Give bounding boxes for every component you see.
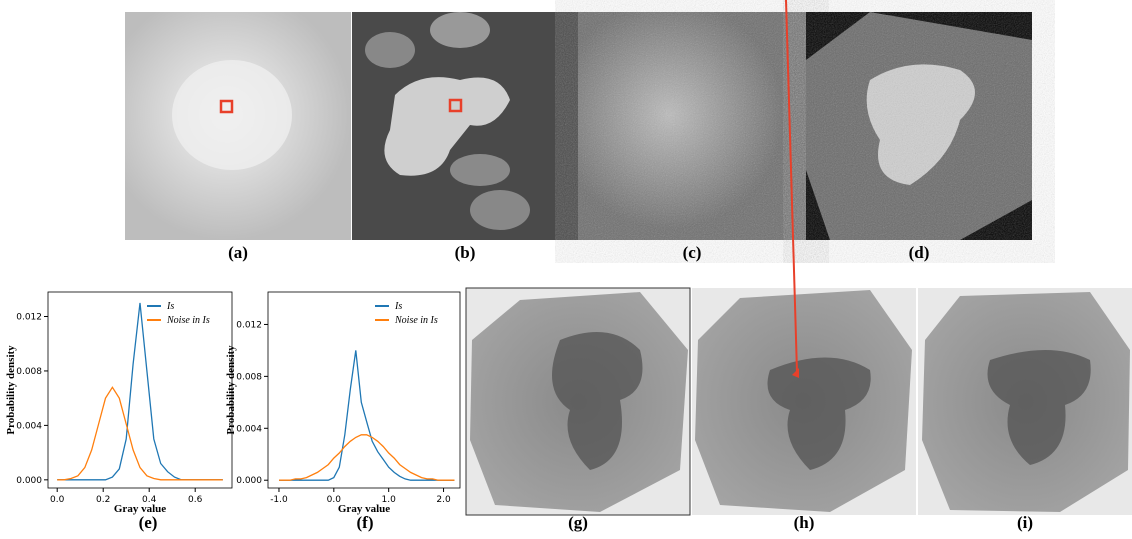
y-tick-label: 0.012 — [16, 313, 42, 323]
legend-label: Is — [394, 301, 402, 312]
series-line — [57, 303, 223, 480]
image-i — [918, 288, 1132, 515]
x-axis-label: Gray value — [338, 503, 390, 515]
legend-label: Noise in Is — [166, 315, 210, 326]
y-tick-label: 0.008 — [16, 367, 42, 377]
image-a — [125, 12, 351, 240]
series-line — [279, 435, 455, 480]
caption: (d) — [909, 243, 930, 262]
caption: (f) — [357, 513, 374, 532]
caption: (g) — [568, 513, 588, 532]
y-tick-label: 0.004 — [16, 421, 42, 431]
legend-label: Noise in Is — [394, 315, 438, 326]
series-line — [57, 387, 223, 480]
y-axis-label: Probability density — [225, 345, 237, 435]
image-c — [578, 12, 806, 240]
x-tick-label: 0.0 — [50, 495, 65, 505]
y-tick-label: 0.000 — [236, 476, 262, 486]
x-axis-label: Gray value — [114, 503, 166, 515]
caption: (a) — [228, 243, 248, 262]
caption: (e) — [139, 513, 158, 532]
caption: (h) — [794, 513, 815, 532]
legend-label: Is — [166, 301, 174, 312]
image-d — [806, 12, 1032, 240]
y-axis-label: Probability density — [5, 345, 17, 435]
x-tick-label: 0.2 — [96, 495, 110, 505]
image-b — [352, 12, 578, 240]
y-tick-label: 0.012 — [236, 320, 262, 330]
caption: (c) — [683, 243, 702, 262]
series-line — [279, 350, 455, 480]
caption: (b) — [455, 243, 476, 262]
figure: (a)(b)(c)(d)(e)(f)(g)(h)(i) 0.00.20.40.6… — [0, 0, 1132, 539]
caption: (i) — [1017, 513, 1033, 532]
y-tick-label: 0.008 — [236, 372, 262, 382]
y-tick-label: 0.000 — [16, 476, 42, 486]
x-tick-label: -1.0 — [270, 495, 288, 505]
y-tick-label: 0.004 — [236, 424, 262, 434]
x-tick-label: 0.6 — [188, 495, 203, 505]
x-tick-label: 2.0 — [436, 495, 451, 505]
image-g — [466, 288, 690, 515]
